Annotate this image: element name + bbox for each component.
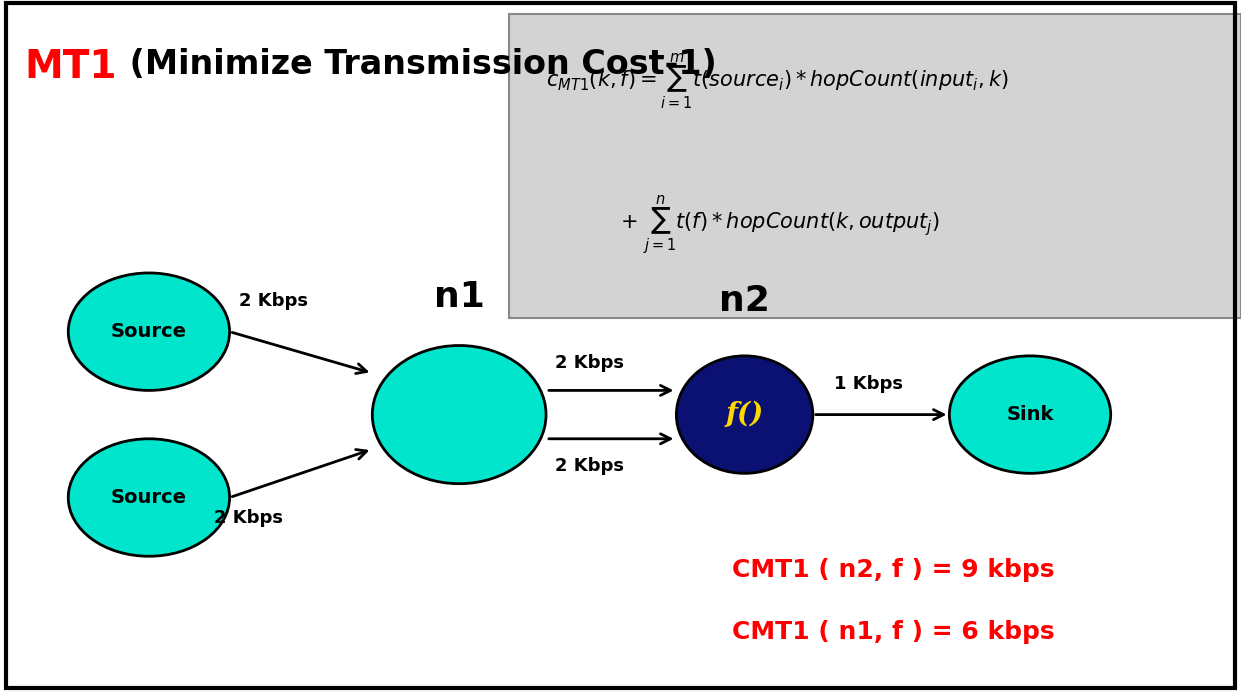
Text: Source: Source [110, 322, 187, 341]
Ellipse shape [68, 273, 230, 390]
FancyBboxPatch shape [509, 14, 1241, 318]
FancyArrowPatch shape [232, 332, 366, 374]
FancyArrowPatch shape [549, 434, 670, 444]
Text: 2 Kbps: 2 Kbps [555, 457, 624, 475]
Ellipse shape [949, 356, 1111, 473]
Text: $+\ \sum_{j=1}^{n} t(f) * hopCount(k, output_j)$: $+\ \sum_{j=1}^{n} t(f) * hopCount(k, ou… [620, 193, 941, 256]
Text: 2 Kbps: 2 Kbps [213, 509, 283, 527]
Text: 2 Kbps: 2 Kbps [238, 292, 308, 310]
Text: Source: Source [110, 488, 187, 507]
Text: CMT1 ( n2, f ) = 9 kbps: CMT1 ( n2, f ) = 9 kbps [732, 558, 1055, 582]
Ellipse shape [372, 346, 546, 484]
Text: 1 Kbps: 1 Kbps [834, 375, 903, 392]
Text: Sink: Sink [1006, 405, 1054, 424]
FancyArrowPatch shape [549, 386, 670, 395]
Text: MT1: MT1 [25, 48, 118, 86]
Text: $c_{MT1}(k,f) = \sum_{i=1}^{m} t(source_i) * hopCount(input_i, k)$: $c_{MT1}(k,f) = \sum_{i=1}^{m} t(source_… [546, 52, 1009, 111]
Ellipse shape [676, 356, 813, 473]
Text: 2 Kbps: 2 Kbps [555, 354, 624, 372]
Text: f(): f() [726, 401, 763, 428]
FancyArrowPatch shape [815, 410, 943, 419]
Text: CMT1 ( n1, f ) = 6 kbps: CMT1 ( n1, f ) = 6 kbps [732, 621, 1055, 644]
Ellipse shape [68, 439, 230, 556]
Text: n1: n1 [434, 280, 484, 314]
Text: (Minimize Transmission Cost-1): (Minimize Transmission Cost-1) [118, 48, 716, 82]
Text: n2: n2 [720, 283, 769, 318]
FancyArrowPatch shape [232, 450, 367, 497]
